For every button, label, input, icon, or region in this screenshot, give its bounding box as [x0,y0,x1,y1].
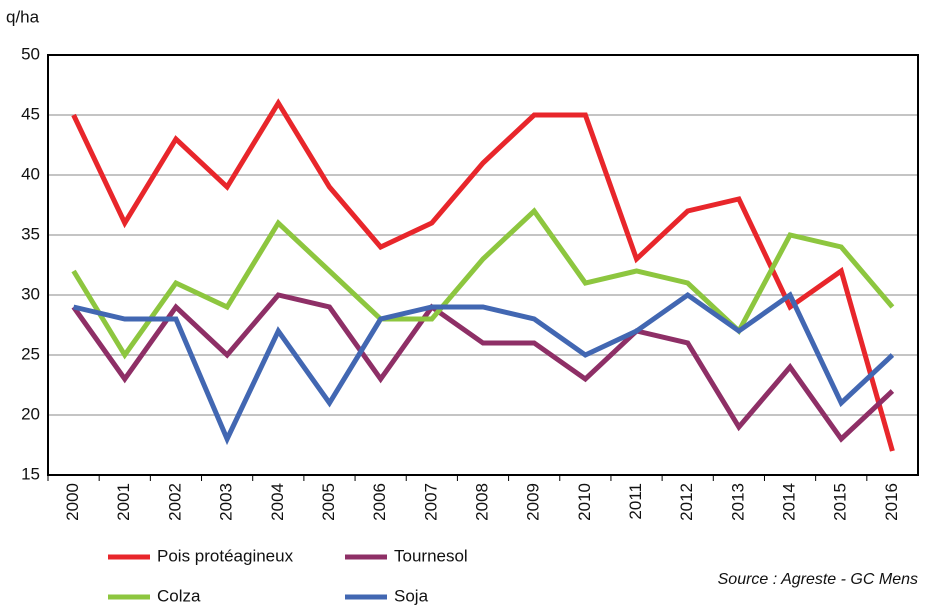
legend-label: Pois protéagineux [157,546,294,565]
legend-label: Tournesol [394,546,468,565]
y-tick-label: 50 [21,44,40,63]
y-tick-label: 20 [21,404,40,423]
series-line [73,291,895,446]
x-tick-label: 2009 [524,483,543,521]
x-tick-label: 2011 [626,483,645,520]
x-tick-label: 2015 [831,483,850,521]
y-tick-label: 45 [21,104,40,123]
x-tick-label: 2016 [882,483,901,521]
y-tick-label: 15 [21,464,40,483]
y-axis-label: q/ha [6,7,40,26]
x-tick-label: 2005 [319,483,338,521]
y-tick-label: 40 [21,164,40,183]
x-tick-label: 2003 [217,483,236,521]
legend-label: Soja [394,586,429,605]
x-tick-label: 2013 [728,483,747,521]
x-tick-label: 2006 [370,483,389,521]
series-line [71,207,895,360]
x-tick-label: 2008 [472,483,491,521]
x-tick-label: 2014 [780,483,799,521]
legend-label: Colza [157,586,201,605]
x-tick-label: 2010 [575,483,594,521]
plot-border [47,54,919,476]
y-tick-label: 25 [21,344,40,363]
source-note: Source : Agreste - GC Mens [718,571,918,588]
x-tick-label: 2002 [165,483,184,521]
y-tick-label: 30 [21,284,40,303]
series-line [71,98,895,452]
series-line [71,292,895,443]
y-tick-label: 35 [21,224,40,243]
x-tick-label: 2001 [114,483,133,521]
x-tick-label: 2000 [63,483,82,521]
x-tick-label: 2004 [268,483,287,521]
x-tick-label: 2007 [421,483,440,521]
x-tick-label: 2012 [677,483,696,521]
